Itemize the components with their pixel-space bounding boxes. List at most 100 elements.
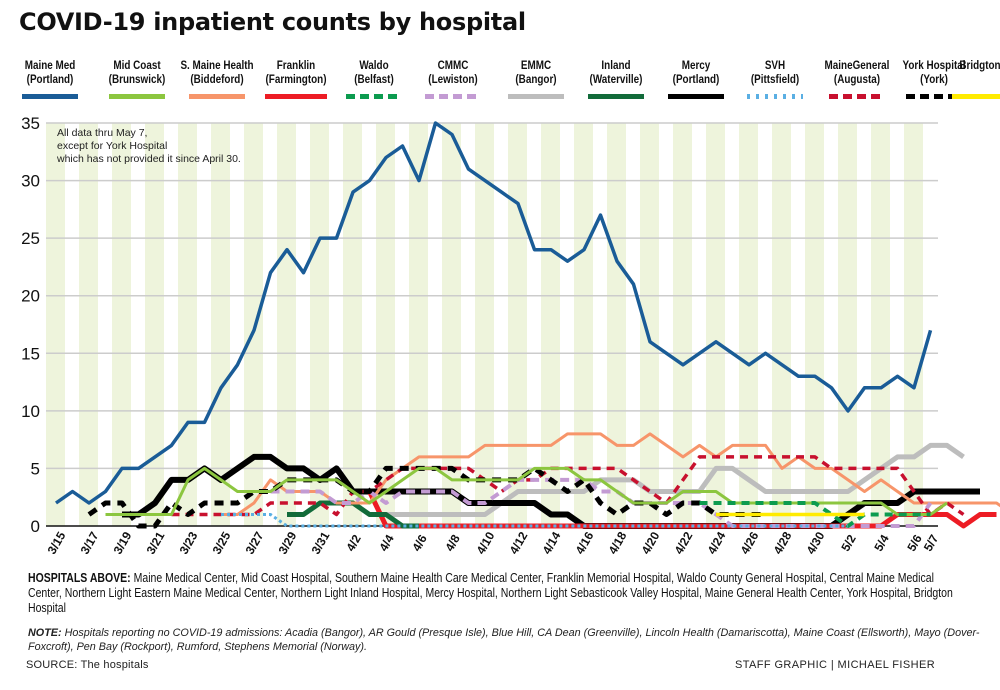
legend-label-name: Franklin	[276, 60, 316, 72]
x-tick-label: 4/6	[409, 532, 430, 554]
legend-swatch	[265, 94, 327, 99]
credit-text: STAFF GRAPHIC | MICHAEL FISHER	[735, 659, 936, 671]
legend-label-location: (Brunswick)	[108, 74, 166, 86]
y-tick-label: 35	[21, 114, 40, 133]
legend-label-name: CMMC	[437, 60, 469, 72]
x-tick-label: 4/10	[474, 529, 498, 557]
background-stripe	[442, 123, 461, 526]
legend-label-location: (Waterville)	[589, 74, 643, 86]
annotation-line-3: which has not provided it since April 30…	[56, 153, 241, 165]
legend-item: Franklin (Farmington)	[246, 59, 346, 99]
legend-swatch	[747, 94, 803, 99]
x-tick-label: 3/29	[276, 529, 300, 557]
legend: Maine Med (Portland) Mid Coast (Brunswick) S…	[12, 59, 1000, 109]
x-tick-label: 3/21	[144, 529, 168, 557]
background-stripe	[211, 123, 230, 526]
x-tick-label: 5/7	[921, 532, 942, 554]
legend-swatch	[668, 94, 724, 99]
legend-item: Mercy (Portland)	[646, 59, 746, 99]
legend-label-name: Bridgton	[959, 60, 1000, 72]
source-text: SOURCE: The hospitals	[26, 659, 149, 671]
legend-swatch	[189, 94, 245, 99]
legend-item: York Hospital (York)	[884, 59, 984, 99]
background-stripe	[772, 123, 791, 526]
note-label: NOTE:	[28, 627, 62, 639]
background-stripe	[277, 123, 296, 526]
background-stripe	[343, 123, 362, 526]
legend-label-location: (Bangor)	[515, 74, 557, 86]
legend-item: CMMC (Lewiston)	[403, 59, 503, 99]
background-stripe	[46, 123, 65, 526]
series-line-york-hospital-york	[87, 465, 766, 529]
legend-swatch	[22, 94, 78, 99]
x-tick-label: 4/8	[442, 532, 463, 554]
background-stripes	[46, 123, 923, 526]
x-tick-label: 3/19	[111, 529, 135, 557]
x-tick-label: 3/27	[243, 529, 267, 557]
y-tick-label: 15	[21, 344, 40, 363]
legend-swatch	[109, 94, 165, 99]
x-tick-label: 4/28	[771, 529, 795, 557]
legend-label-name: Mercy	[681, 60, 711, 72]
legend-label-name: Waldo	[359, 60, 389, 72]
legend-label-location: (Pittsfield)	[750, 74, 800, 86]
legend-label-location: (Farmington)	[265, 74, 327, 86]
gridlines	[46, 122, 938, 470]
series-line-franklin-farmington	[367, 490, 997, 529]
background-stripe	[112, 123, 131, 526]
series-line-svh-pittsfield	[221, 513, 848, 528]
x-tick-label: 3/17	[78, 529, 102, 557]
legend-label-name: S. Maine Health	[180, 60, 254, 72]
background-stripe	[640, 123, 659, 526]
x-tick-label: 4/14	[540, 529, 564, 557]
footer: HOSPITALS ABOVE: Maine Medical Center, M…	[28, 571, 979, 653]
background-stripe	[310, 123, 329, 526]
background-stripe	[871, 123, 890, 526]
legend-label-name: York Hospital	[902, 60, 966, 72]
legend-label-name: EMMC	[520, 60, 552, 72]
background-stripe	[904, 123, 923, 526]
legend-label-location: (Augusta)	[833, 74, 881, 86]
x-tick-label: 3/25	[210, 529, 234, 557]
x-tick-label: 4/22	[672, 529, 696, 557]
note-text: Hospitals reporting no COVID-19 admissio…	[28, 627, 980, 653]
background-stripe	[838, 123, 857, 526]
legend-label-location: (Lewiston)	[428, 74, 478, 86]
legend-swatch	[508, 94, 564, 99]
series-line-waldo-belfast	[699, 501, 931, 528]
y-tick-label: 5	[31, 459, 40, 478]
series-lines	[54, 121, 1000, 529]
legend-swatch	[906, 94, 962, 99]
y-tick-label: 10	[21, 402, 40, 421]
y-tick-label: 25	[21, 229, 40, 248]
background-stripe	[739, 123, 758, 526]
legend-item: S. Maine Health (Biddeford)	[167, 59, 267, 99]
background-stripe	[574, 123, 593, 526]
background-stripe	[79, 123, 98, 526]
hospitals-text: Maine Medical Center, Mid Coast Hospital…	[28, 571, 953, 615]
legend-swatch	[588, 94, 644, 99]
legend-item: Mid Coast (Brunswick)	[87, 59, 187, 99]
legend-label-name: Maine Med	[24, 60, 76, 72]
legend-label-location: (Belfast)	[354, 74, 394, 86]
chart-title: COVID-19 inpatient counts by hospital	[19, 8, 526, 36]
legend-label-location: (Portland)	[672, 74, 720, 86]
background-stripe	[475, 123, 494, 526]
legend-item: Waldo (Belfast)	[324, 59, 424, 99]
legend-label-name: SVH	[764, 60, 786, 72]
background-stripe	[376, 123, 395, 526]
legend-swatch	[425, 94, 481, 99]
y-axis-ticks: 0 5 10 15 20 25 30 35	[21, 114, 40, 536]
x-tick-label: 5/4	[871, 532, 892, 554]
legend-label-location: (Biddeford)	[190, 74, 244, 86]
legend-item: Maine Med (Portland)	[0, 59, 100, 99]
legend-label-location: (York)	[920, 74, 948, 86]
x-tick-label: 3/15	[45, 529, 69, 557]
annotation-line-2: except for York Hospital	[57, 140, 167, 152]
y-tick-label: 20	[21, 287, 40, 306]
background-stripe	[409, 123, 428, 526]
hospitals-list: HOSPITALS ABOVE: Maine Medical Center, M…	[28, 571, 960, 616]
legend-swatch	[952, 94, 1000, 99]
background-stripe	[607, 123, 626, 526]
x-tick-label: 4/24	[705, 529, 729, 557]
